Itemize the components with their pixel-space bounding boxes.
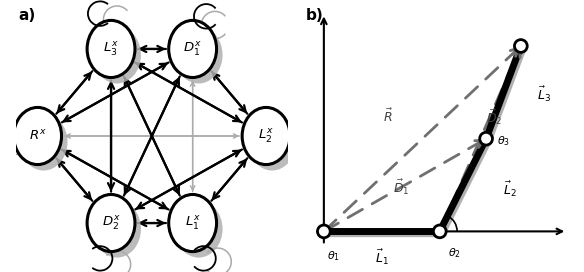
Circle shape bbox=[479, 132, 492, 145]
Text: b): b) bbox=[305, 8, 324, 23]
Ellipse shape bbox=[242, 107, 290, 165]
Text: $R^{x}$: $R^{x}$ bbox=[29, 129, 46, 143]
Text: $\vec{L}_1$: $\vec{L}_1$ bbox=[375, 248, 389, 267]
Ellipse shape bbox=[175, 26, 223, 84]
Ellipse shape bbox=[248, 113, 296, 171]
Text: $L^{x}_{2}$: $L^{x}_{2}$ bbox=[258, 127, 274, 145]
Text: a): a) bbox=[19, 8, 36, 23]
Ellipse shape bbox=[93, 26, 141, 84]
Text: $\vec{R}$: $\vec{R}$ bbox=[383, 107, 392, 125]
Text: $\theta_2$: $\theta_2$ bbox=[448, 246, 461, 260]
Text: $\vec{D}_2$: $\vec{D}_2$ bbox=[486, 108, 502, 127]
Circle shape bbox=[515, 40, 527, 52]
Ellipse shape bbox=[175, 200, 223, 258]
Circle shape bbox=[433, 225, 446, 238]
Text: $D^{x}_{1}$: $D^{x}_{1}$ bbox=[183, 40, 202, 58]
Ellipse shape bbox=[169, 194, 217, 252]
Text: $L^{x}_{1}$: $L^{x}_{1}$ bbox=[185, 214, 200, 232]
Ellipse shape bbox=[13, 107, 61, 165]
Circle shape bbox=[318, 225, 330, 238]
Ellipse shape bbox=[93, 200, 141, 258]
Text: $\theta_1$: $\theta_1$ bbox=[328, 249, 340, 262]
Text: $\theta_3$: $\theta_3$ bbox=[496, 134, 510, 148]
Ellipse shape bbox=[20, 113, 68, 171]
Ellipse shape bbox=[87, 20, 135, 78]
Text: $\vec{L}_2$: $\vec{L}_2$ bbox=[503, 180, 517, 199]
Text: $\vec{D}_1$: $\vec{D}_1$ bbox=[394, 177, 410, 197]
Text: $D^{x}_{2}$: $D^{x}_{2}$ bbox=[102, 214, 120, 232]
Text: $\vec{L}_3$: $\vec{L}_3$ bbox=[537, 85, 551, 104]
Ellipse shape bbox=[87, 194, 135, 252]
Ellipse shape bbox=[169, 20, 217, 78]
Text: $L^{x}_{3}$: $L^{x}_{3}$ bbox=[103, 40, 119, 58]
